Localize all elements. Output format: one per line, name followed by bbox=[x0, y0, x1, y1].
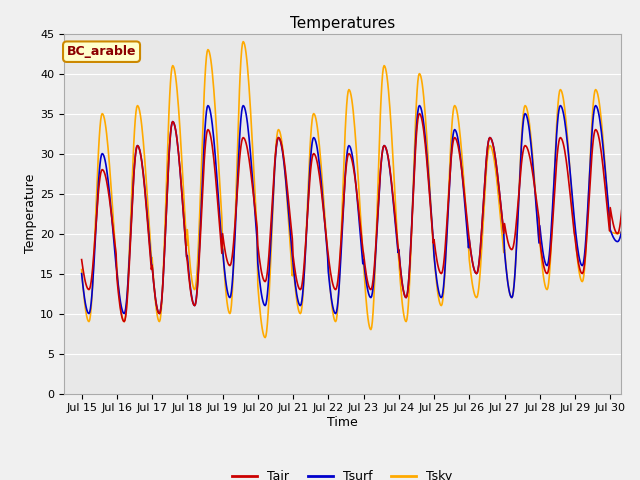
Tair bbox=[423, 156, 431, 162]
Tsurf bbox=[454, 138, 462, 144]
Tair bbox=[276, 136, 284, 142]
Tair bbox=[248, 179, 256, 185]
Text: BC_arable: BC_arable bbox=[67, 45, 136, 58]
Tsurf bbox=[423, 151, 431, 156]
Tair bbox=[78, 257, 86, 263]
Tsurf bbox=[298, 298, 306, 303]
Tsky bbox=[276, 132, 284, 138]
Line: Tsurf: Tsurf bbox=[82, 106, 640, 313]
Tsky bbox=[239, 39, 247, 45]
Tair bbox=[145, 231, 152, 237]
Line: Tsky: Tsky bbox=[82, 42, 640, 337]
Tsky bbox=[248, 132, 256, 138]
Tsurf bbox=[249, 179, 257, 184]
Tair bbox=[415, 111, 423, 117]
Tsurf bbox=[204, 103, 212, 108]
Tsurf bbox=[85, 311, 93, 316]
Tsky bbox=[261, 335, 269, 340]
Tsky bbox=[454, 116, 462, 122]
Line: Tair: Tair bbox=[82, 114, 640, 322]
Tsky bbox=[144, 199, 152, 205]
Tair bbox=[454, 144, 462, 150]
X-axis label: Time: Time bbox=[327, 416, 358, 429]
Legend: Tair, Tsurf, Tsky: Tair, Tsurf, Tsky bbox=[227, 465, 458, 480]
Tsurf bbox=[145, 227, 152, 232]
Tsky bbox=[298, 305, 306, 311]
Tair bbox=[120, 319, 128, 324]
Tsky bbox=[423, 132, 431, 138]
Tair bbox=[298, 286, 305, 291]
Tsurf bbox=[78, 271, 86, 276]
Y-axis label: Temperature: Temperature bbox=[24, 174, 37, 253]
Tsky bbox=[78, 267, 86, 273]
Tsurf bbox=[276, 139, 284, 144]
Title: Temperatures: Temperatures bbox=[290, 16, 395, 31]
